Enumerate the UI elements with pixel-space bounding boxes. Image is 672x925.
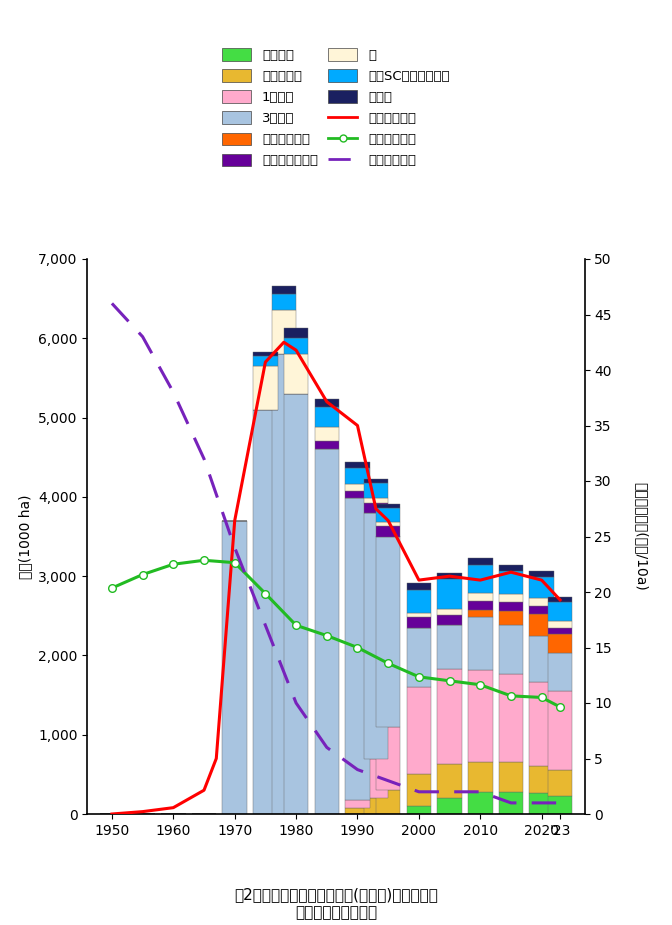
Bar bbox=[364, 478, 388, 484]
Bar bbox=[345, 800, 370, 808]
Bar bbox=[468, 792, 493, 814]
Bar bbox=[314, 407, 339, 427]
Y-axis label: 面積(1000 ha): 面積(1000 ha) bbox=[19, 494, 32, 579]
Bar bbox=[530, 606, 554, 614]
Bar bbox=[499, 594, 523, 601]
Bar bbox=[376, 790, 401, 814]
Bar bbox=[548, 796, 573, 814]
Bar bbox=[407, 774, 431, 806]
Bar bbox=[468, 593, 493, 600]
Bar bbox=[407, 584, 431, 589]
Bar bbox=[530, 571, 554, 577]
Bar bbox=[222, 521, 247, 814]
Bar bbox=[530, 636, 554, 683]
Bar bbox=[364, 499, 388, 503]
Bar bbox=[253, 352, 278, 356]
Bar bbox=[530, 794, 554, 814]
Bar bbox=[468, 558, 493, 565]
Bar bbox=[437, 573, 462, 579]
Y-axis label: 除草労働時間(時間/10a): 除草労働時間(時間/10a) bbox=[634, 482, 648, 591]
Bar bbox=[499, 624, 523, 674]
Bar bbox=[407, 806, 431, 814]
Bar bbox=[468, 565, 493, 593]
Bar bbox=[468, 610, 493, 617]
Bar bbox=[407, 589, 431, 613]
Bar bbox=[271, 310, 296, 354]
Bar bbox=[345, 484, 370, 490]
Bar bbox=[530, 598, 554, 606]
Bar bbox=[437, 669, 462, 764]
Bar bbox=[314, 400, 339, 407]
Bar bbox=[548, 691, 573, 771]
Bar bbox=[548, 628, 573, 634]
Bar bbox=[548, 771, 573, 796]
Bar bbox=[468, 617, 493, 671]
Bar bbox=[548, 634, 573, 653]
Bar bbox=[437, 798, 462, 814]
Bar bbox=[437, 625, 462, 669]
Bar bbox=[376, 526, 401, 536]
Text: 図2　水稲作における除草剤(剤型別)使用面積と: 図2 水稲作における除草剤(剤型別)使用面積と bbox=[234, 887, 438, 902]
Bar bbox=[376, 504, 401, 508]
Bar bbox=[253, 356, 278, 366]
Bar bbox=[548, 602, 573, 622]
Bar bbox=[499, 611, 523, 624]
Bar bbox=[271, 354, 296, 814]
Bar bbox=[284, 328, 308, 339]
Bar bbox=[468, 671, 493, 761]
Bar bbox=[499, 674, 523, 761]
Bar bbox=[437, 579, 462, 610]
Bar bbox=[530, 683, 554, 766]
Bar bbox=[468, 761, 493, 792]
Bar bbox=[364, 512, 388, 758]
Bar bbox=[284, 339, 308, 354]
Bar bbox=[407, 613, 431, 617]
Bar bbox=[314, 427, 339, 441]
Bar bbox=[345, 499, 370, 800]
Bar bbox=[253, 410, 278, 814]
Bar bbox=[548, 653, 573, 691]
Bar bbox=[499, 565, 523, 572]
Bar bbox=[407, 617, 431, 628]
Bar bbox=[407, 628, 431, 687]
Bar bbox=[364, 758, 388, 798]
Bar bbox=[314, 441, 339, 450]
Bar bbox=[548, 622, 573, 628]
Legend: ジャンボ, フロアブル, 1キロ粒, 3キロ粒, 少量拡散型粒, 顆粒水和・顆粒, 乳, 液・SC・水溶・水和, その他, 延べ使用面積, 水稲作付面積, 除草: ジャンボ, フロアブル, 1キロ粒, 3キロ粒, 少量拡散型粒, 顆粒水和・顆粒… bbox=[222, 48, 450, 167]
Bar bbox=[345, 468, 370, 484]
Bar bbox=[530, 614, 554, 636]
Bar bbox=[530, 766, 554, 794]
Bar bbox=[345, 490, 370, 499]
Bar bbox=[345, 462, 370, 468]
Bar bbox=[271, 294, 296, 310]
Bar bbox=[437, 615, 462, 625]
Bar bbox=[548, 597, 573, 602]
Bar bbox=[284, 354, 308, 394]
Bar bbox=[499, 572, 523, 594]
Bar bbox=[530, 577, 554, 598]
Bar bbox=[468, 600, 493, 610]
Bar bbox=[499, 761, 523, 792]
Bar bbox=[376, 523, 401, 526]
Bar bbox=[376, 536, 401, 727]
Bar bbox=[376, 727, 401, 790]
Bar bbox=[376, 508, 401, 523]
Bar bbox=[345, 808, 370, 814]
Bar bbox=[253, 366, 278, 410]
Bar bbox=[437, 610, 462, 615]
Bar bbox=[364, 798, 388, 814]
Bar bbox=[437, 764, 462, 798]
Bar bbox=[499, 601, 523, 611]
Bar bbox=[284, 394, 308, 814]
Bar bbox=[314, 450, 339, 814]
Text: 除草労働時間の推移: 除草労働時間の推移 bbox=[295, 906, 377, 920]
Bar bbox=[499, 792, 523, 814]
Bar bbox=[364, 503, 388, 512]
Bar bbox=[364, 484, 388, 499]
Bar bbox=[407, 687, 431, 774]
Bar bbox=[271, 286, 296, 294]
